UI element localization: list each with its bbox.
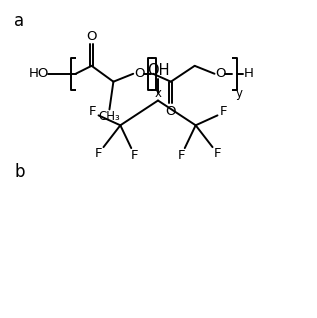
Text: O: O [166,105,176,118]
Text: F: F [89,105,96,118]
Text: O: O [134,67,145,80]
Text: O: O [86,30,97,43]
Text: F: F [131,149,138,162]
Text: O: O [215,67,226,80]
Text: F: F [220,105,227,118]
Text: a: a [14,12,24,30]
Text: H: H [243,67,253,80]
Text: x: x [154,87,161,100]
Text: CH₃: CH₃ [99,110,120,123]
Text: b: b [14,163,25,181]
Text: OH: OH [147,63,169,78]
Text: F: F [214,147,221,160]
Text: F: F [95,147,102,160]
Text: F: F [178,149,185,162]
Text: y: y [236,87,243,100]
Text: HO: HO [29,67,49,80]
